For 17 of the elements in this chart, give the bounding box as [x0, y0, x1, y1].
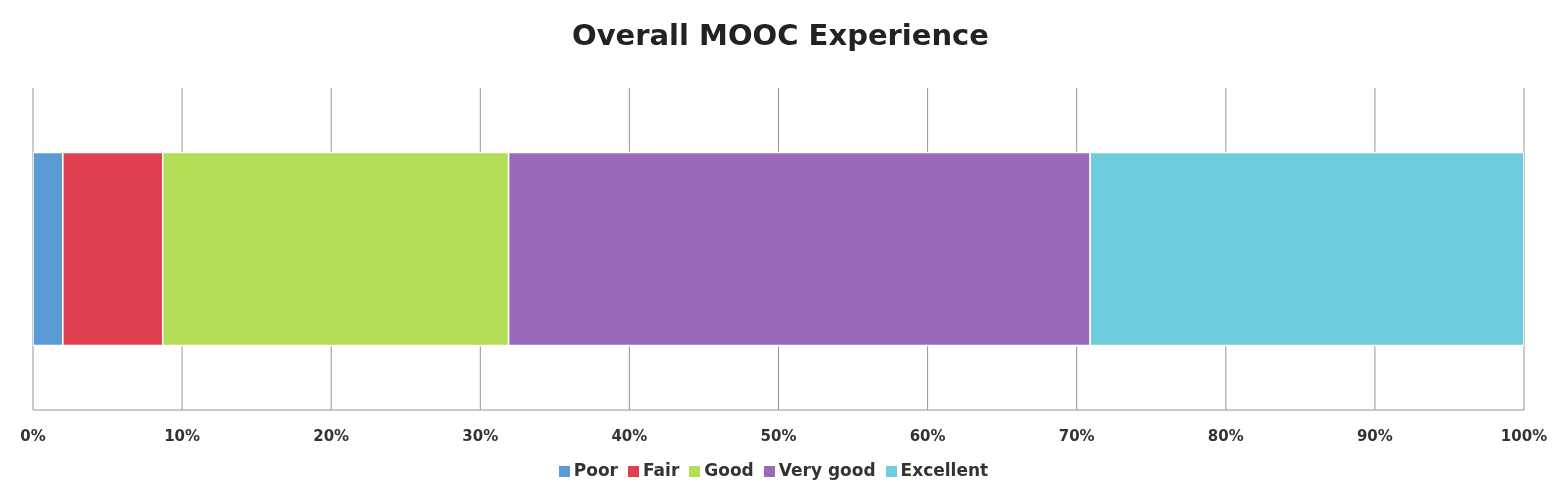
legend-label: Fair	[642, 460, 680, 480]
x-tick-label: 100%	[1500, 426, 1548, 445]
legend-label: Very good	[778, 460, 876, 480]
x-tick-label: 20%	[313, 426, 350, 445]
x-tick-label: 10%	[164, 426, 201, 445]
chart-title: Overall MOOC Experience	[571, 17, 990, 54]
x-tick-label: 0%	[20, 426, 46, 445]
x-tick-label: 80%	[1207, 426, 1244, 445]
legend-label: Good	[704, 460, 754, 480]
x-tick-label: 40%	[611, 426, 648, 445]
x-tick-label: 60%	[909, 426, 946, 445]
x-tick-label: 50%	[760, 426, 797, 445]
legend-label: Poor	[573, 460, 618, 480]
x-tick-label: 70%	[1058, 426, 1095, 445]
legend-label: Excellent	[900, 460, 989, 480]
x-tick-label: 30%	[462, 426, 499, 445]
x-tick-label: 90%	[1356, 426, 1393, 445]
